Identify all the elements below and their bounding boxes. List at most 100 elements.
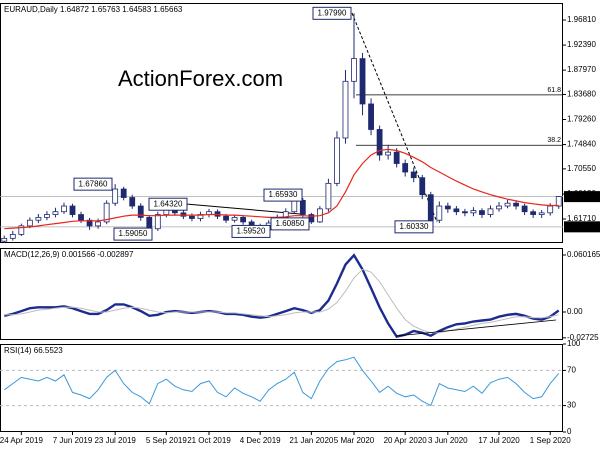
- candle-body: [52, 211, 59, 215]
- candle-body: [479, 210, 485, 215]
- x-tick-label: 7 Jun 2019: [53, 436, 93, 445]
- x-tick-label: 1 Sep 2020: [530, 436, 571, 445]
- panel-title: MACD(12,26,9) 0.001566 -0.002897: [4, 250, 134, 259]
- y-tick-label: 1.79260: [567, 115, 596, 124]
- candle-body: [146, 216, 153, 230]
- trend-line: [395, 319, 557, 337]
- x-tick-label: 4 Dec 2019: [240, 436, 281, 445]
- candle-body: [504, 202, 511, 207]
- x-tick-label: 3 Jun 2020: [428, 436, 468, 445]
- annotation-box: [113, 227, 153, 241]
- y-tick-label: 30: [567, 401, 576, 410]
- candle-body: [231, 216, 238, 221]
- annotation-box: [148, 197, 188, 211]
- indicator-line: [4, 253, 560, 338]
- x-tick-label: 23 Jul 2019: [94, 436, 136, 445]
- price-tag-label: 1.65663: [566, 192, 595, 201]
- candle-body: [351, 58, 357, 82]
- indicator-line: [4, 356, 560, 407]
- y-tick-label: 1.61710: [567, 214, 596, 223]
- candle-body: [453, 208, 460, 213]
- x-tick-label: 17 Jul 2020: [478, 436, 520, 445]
- candle-body: [385, 151, 392, 156]
- panel-frame: [0, 344, 563, 432]
- candle-body: [376, 129, 383, 156]
- y-tick-label: 1.92390: [567, 40, 596, 49]
- price-tag: [564, 191, 600, 203]
- y-tick-label: 0: [567, 427, 572, 436]
- candle-body: [513, 202, 519, 207]
- candle-body: [359, 58, 366, 105]
- candle-body: [44, 214, 50, 218]
- annotation-box: [263, 188, 303, 202]
- candle-body: [521, 205, 528, 213]
- price-tag: [564, 221, 600, 233]
- candle-body: [299, 199, 306, 215]
- annotation-box: [394, 220, 434, 234]
- candle-body: [120, 188, 127, 198]
- candle-body: [487, 208, 494, 215]
- candle-body: [1, 237, 8, 242]
- fib-level-label: 38.2: [547, 137, 561, 144]
- candle-body: [444, 205, 451, 210]
- candle-body: [137, 205, 144, 218]
- candle-body: [26, 219, 33, 227]
- candle-body: [223, 215, 229, 221]
- panel-frame: [0, 248, 563, 340]
- candle-body: [547, 205, 554, 214]
- y-tick-label: 1.87970: [567, 65, 596, 74]
- candle-body: [95, 221, 101, 227]
- annotation-label: 1.59050: [119, 229, 148, 238]
- x-tick-label: 21 Oct 2019: [187, 436, 231, 445]
- candle-body: [530, 211, 537, 215]
- candle-body: [436, 205, 443, 221]
- panel-title: RSI(14) 66.5523: [4, 346, 63, 355]
- candle-body: [291, 199, 298, 213]
- candle-body: [462, 211, 468, 214]
- candle-body: [368, 103, 374, 130]
- candle-body: [154, 214, 161, 230]
- candle-body: [496, 205, 502, 210]
- annotation-box: [231, 224, 271, 238]
- candle-body: [103, 202, 110, 223]
- trend-line: [351, 12, 438, 223]
- candle-body: [555, 196, 562, 207]
- candle-body: [240, 216, 247, 223]
- annotation-box: [73, 177, 113, 191]
- candle-body: [419, 177, 426, 196]
- candle-body: [189, 215, 195, 219]
- y-tick-label: 1.70550: [567, 164, 596, 173]
- annotation-label: 1.64320: [154, 199, 183, 208]
- y-tick-label: 70: [567, 366, 576, 375]
- candle-body: [334, 137, 340, 184]
- candle-body: [18, 225, 25, 235]
- candle-body: [61, 205, 67, 213]
- y-tick-label: 100: [567, 339, 581, 348]
- panel-title: EURAUD,Daily 1.64872 1.65763 1.64583 1.6…: [4, 5, 183, 14]
- annotation-label: 1.97990: [318, 8, 347, 17]
- candle-body: [342, 80, 349, 139]
- fib-level-label: 61.8: [547, 87, 561, 94]
- candle-body: [69, 205, 76, 215]
- y-tick-label: 1.74840: [567, 140, 596, 149]
- candle-body: [112, 188, 119, 204]
- candle-body: [470, 210, 477, 214]
- price-tag-label: 1.60330: [566, 222, 595, 231]
- y-tick-label: 0.060165: [567, 250, 600, 259]
- panel-frame: [0, 3, 563, 243]
- trend-line: [185, 203, 301, 215]
- moving-average: [4, 148, 559, 230]
- candle-body: [410, 171, 417, 179]
- annotation-label: 1.65930: [269, 190, 298, 199]
- candle-body: [35, 216, 42, 221]
- x-tick-label: 20 Apr 2020: [384, 436, 428, 445]
- annotation-box: [270, 217, 310, 231]
- annotation-label: 1.60330: [400, 222, 429, 231]
- candle-body: [9, 233, 16, 239]
- annotation-label: 1.60850: [276, 219, 305, 228]
- x-tick-label: 5 Mar 2020: [334, 436, 375, 445]
- candle-body: [402, 163, 409, 173]
- y-tick-label: 1.83680: [567, 90, 596, 99]
